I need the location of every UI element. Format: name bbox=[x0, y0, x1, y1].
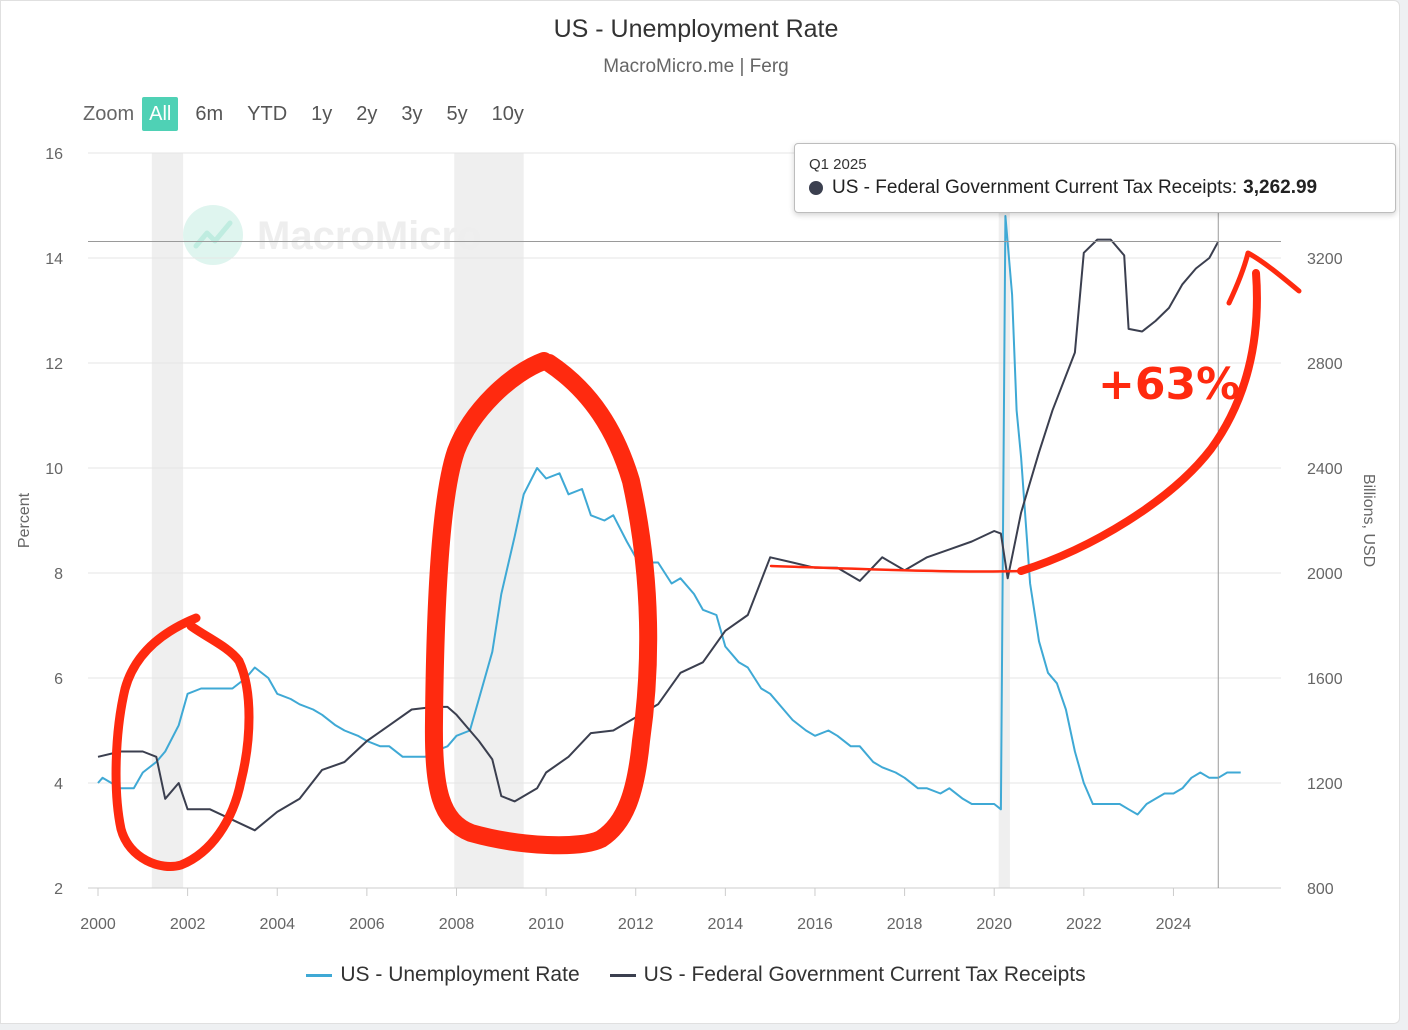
recession-band-3 bbox=[998, 153, 1010, 888]
chart-subtitle: MacroMicro.me | Ferg bbox=[603, 56, 789, 77]
x-tick-label: 2002 bbox=[170, 916, 206, 933]
zoom-all-button[interactable]: All bbox=[142, 97, 179, 131]
y-left-tick-label: 2 bbox=[54, 881, 63, 898]
y-right-tick-label: 800 bbox=[1307, 881, 1334, 898]
legend-swatch-unemployment bbox=[306, 973, 333, 977]
x-tick-label: 2024 bbox=[1156, 916, 1192, 933]
legend-label-unemployment: US - Unemployment Rate bbox=[340, 963, 580, 986]
annotation-percent-label: +63% bbox=[1098, 359, 1240, 410]
x-tick-label: 2000 bbox=[80, 916, 116, 933]
y-right-tick-label: 3200 bbox=[1307, 251, 1343, 268]
zoom-10y-button[interactable]: 10y bbox=[491, 103, 524, 125]
annotation-circle-2001 bbox=[111, 613, 254, 871]
annotation-arrow-head bbox=[1226, 250, 1302, 306]
y-right-tick-label: 2800 bbox=[1307, 356, 1343, 373]
series-line-tax-receipts bbox=[97, 238, 1220, 832]
y-right-tick-label: 1200 bbox=[1307, 776, 1343, 793]
y-left-tick-label: 6 bbox=[54, 671, 63, 688]
zoom-6m-button[interactable]: 6m bbox=[195, 103, 224, 125]
recession-band-1 bbox=[151, 153, 184, 888]
y-right-tick-label: 2000 bbox=[1307, 566, 1343, 583]
x-tick-label: 2012 bbox=[618, 916, 654, 933]
y-left-tick-label: 12 bbox=[45, 356, 63, 373]
zoom-ytd-button[interactable]: YTD bbox=[247, 103, 288, 125]
zoom-5y-button[interactable]: 5y bbox=[446, 103, 468, 125]
x-tick-label: 2014 bbox=[708, 916, 744, 933]
x-tick-label: 2022 bbox=[1066, 916, 1102, 933]
tooltip-date: Q1 2025 bbox=[809, 156, 867, 173]
y-right-tick-label: 1600 bbox=[1307, 671, 1343, 688]
y-left-axis-title: Percent bbox=[16, 492, 33, 548]
zoom-controls: Zoom All 6m YTD 1y 2y 3y 5y 10y bbox=[83, 97, 541, 131]
legend-item-tax-receipts[interactable]: US - Federal Government Current Tax Rece… bbox=[609, 963, 1086, 987]
legend-label-tax-receipts: US - Federal Government Current Tax Rece… bbox=[643, 963, 1086, 986]
y-right-tick-label: 2400 bbox=[1307, 461, 1343, 478]
tooltip-series-dot bbox=[809, 181, 823, 195]
tooltip-value: 3,262.99 bbox=[1243, 177, 1318, 198]
x-tick-label: 2010 bbox=[528, 916, 564, 933]
macromicro-watermark: MacroMicro bbox=[183, 205, 482, 265]
annotation-baseline-line bbox=[769, 564, 1023, 573]
annotation-circle-2009 bbox=[424, 352, 658, 855]
x-tick-label: 2008 bbox=[439, 916, 475, 933]
y-left-tick-label: 14 bbox=[45, 251, 63, 268]
x-tick-label: 2004 bbox=[259, 916, 295, 933]
zoom-label: Zoom bbox=[83, 102, 135, 125]
zoom-1y-button[interactable]: 1y bbox=[311, 103, 333, 125]
zoom-2y-button[interactable]: 2y bbox=[356, 103, 378, 125]
zoom-3y-button[interactable]: 3y bbox=[401, 103, 423, 125]
series-line-unemployment bbox=[97, 215, 1241, 816]
x-tick-label: 2018 bbox=[887, 916, 923, 933]
y-left-tick-label: 10 bbox=[45, 461, 63, 478]
x-tick-label: 2020 bbox=[976, 916, 1012, 933]
annotation-arrow-curve bbox=[1017, 269, 1261, 575]
tooltip-row: US - Federal Government Current Tax Rece… bbox=[809, 177, 1381, 199]
legend: US - Unemployment Rate US - Federal Gove… bbox=[1, 963, 1391, 987]
y-right-axis-title: Billions, USD bbox=[1360, 474, 1377, 567]
hand-drawn-annotations: +63% bbox=[111, 250, 1302, 871]
x-tick-label: 2006 bbox=[349, 916, 385, 933]
tooltip-series-name: US - Federal Government Current Tax Rece… bbox=[832, 177, 1238, 198]
y-left-tick-label: 16 bbox=[45, 146, 63, 163]
legend-item-unemployment[interactable]: US - Unemployment Rate bbox=[306, 963, 580, 987]
chart-title: US - Unemployment Rate bbox=[553, 15, 839, 43]
watermark-text: MacroMicro bbox=[257, 214, 482, 258]
y-left-tick-label: 8 bbox=[54, 566, 63, 583]
x-tick-label: 2016 bbox=[797, 916, 833, 933]
tooltip: Q1 2025 US - Federal Government Current … bbox=[794, 143, 1396, 213]
recession-band-2 bbox=[454, 153, 524, 888]
legend-swatch-tax-receipts bbox=[609, 973, 636, 977]
y-left-tick-label: 4 bbox=[54, 776, 63, 793]
